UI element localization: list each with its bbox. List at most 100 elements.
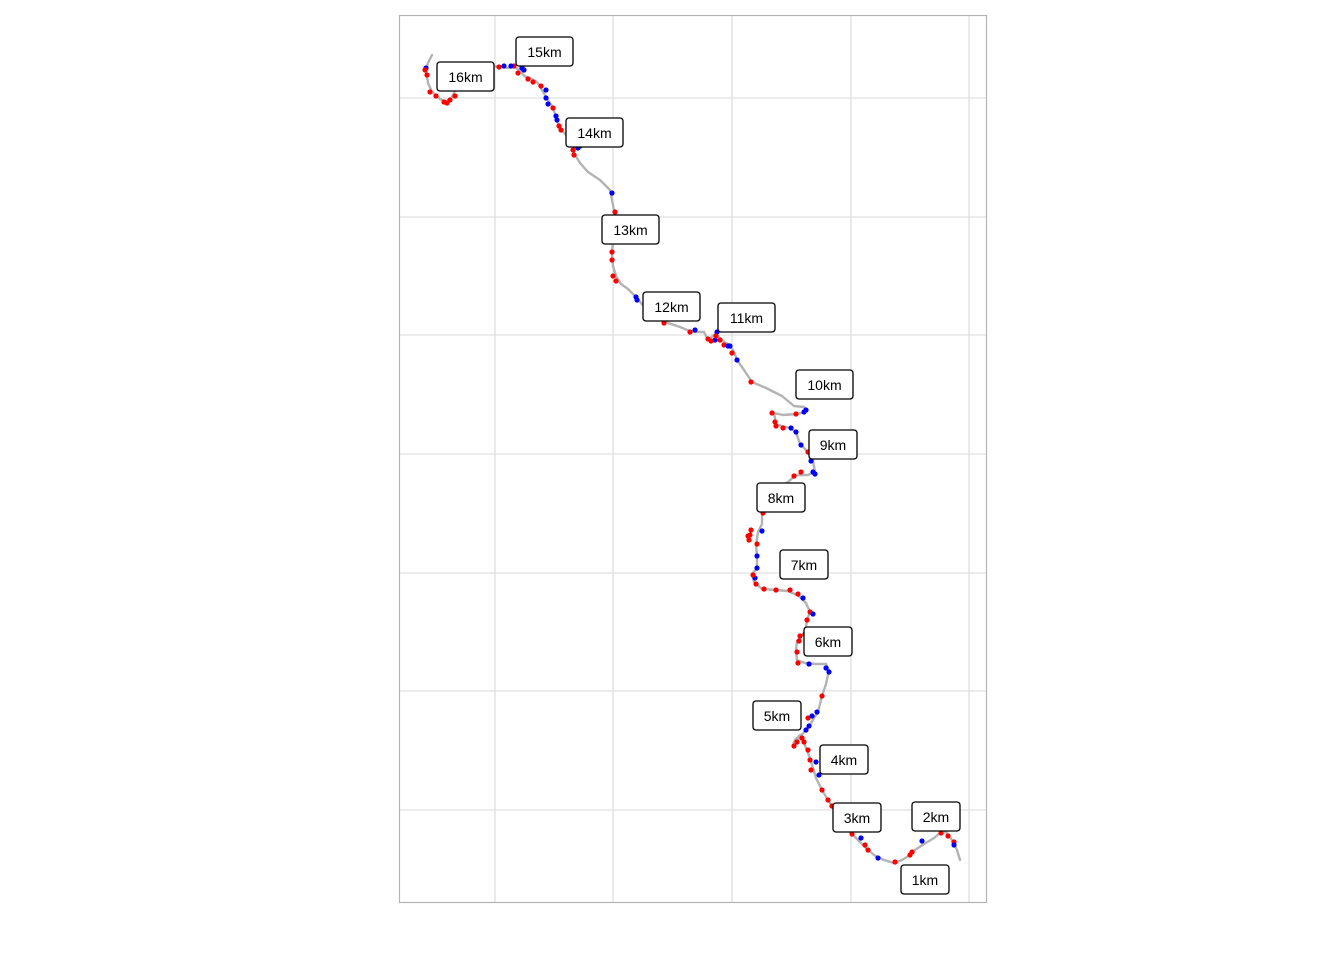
slow-pace-point (661, 320, 667, 326)
fast-pace-point (823, 665, 829, 671)
slow-pace-point (907, 852, 913, 858)
slow-pace-point (754, 541, 760, 547)
fast-pace-point (543, 95, 549, 101)
fast-pace-point (826, 669, 832, 675)
slow-pace-point (433, 93, 439, 99)
km-marker-15-text: 15km (527, 44, 561, 60)
slow-pace-point (796, 638, 802, 644)
slow-pace-point (570, 147, 576, 153)
fast-pace-point (725, 343, 731, 349)
slow-pace-point (805, 715, 811, 721)
fast-pace-point (814, 709, 820, 715)
slow-pace-point (795, 591, 801, 597)
fast-pace-point (712, 337, 718, 343)
km-marker-9-text: 9km (820, 437, 846, 453)
fast-pace-point (809, 713, 815, 719)
fast-pace-point (543, 87, 549, 93)
km-marker-16: 16km (436, 61, 495, 92)
fast-pace-point (754, 553, 760, 559)
slow-pace-point (556, 123, 562, 129)
slow-pace-point (791, 473, 797, 479)
km-marker-14-text: 14km (577, 125, 611, 141)
slow-pace-point (613, 278, 619, 284)
slow-pace-point (713, 333, 719, 339)
km-marker-7-text: 7km (791, 557, 817, 573)
fast-pace-point (554, 117, 560, 123)
km-marker-4-text: 4km (831, 752, 857, 768)
slow-pace-point (729, 350, 735, 356)
slow-pace-point (515, 70, 521, 76)
slow-pace-point (945, 833, 951, 839)
fast-pace-point (806, 661, 812, 667)
slow-pace-point (795, 660, 801, 666)
slow-pace-point (496, 64, 502, 70)
slow-pace-point (609, 257, 615, 263)
km-marker-1: 1km (900, 864, 950, 895)
slow-pace-point (609, 249, 615, 255)
slow-pace-point (819, 787, 825, 793)
slow-pace-point (687, 329, 693, 335)
fast-pace-point (519, 65, 525, 71)
slow-pace-point (746, 537, 752, 543)
slow-pace-point (745, 533, 751, 539)
km-marker-8-text: 8km (768, 490, 794, 506)
slow-pace-point (797, 633, 803, 639)
slow-pace-point (801, 739, 807, 745)
km-marker-6-text: 6km (815, 634, 841, 650)
fast-pace-point (545, 101, 551, 107)
slow-pace-point (748, 379, 754, 385)
km-marker-11: 11km (717, 302, 776, 333)
map-panel-border (398, 14, 988, 904)
km-marker-10-text: 10km (807, 377, 841, 393)
slow-pace-point (865, 847, 871, 853)
fast-pace-point (810, 469, 816, 475)
slow-pace-point (787, 587, 793, 593)
slow-pace-point (794, 739, 800, 745)
fast-pace-point (692, 327, 698, 333)
km-marker-8: 8km (756, 482, 806, 513)
slow-pace-point (862, 842, 868, 848)
slow-pace-point (892, 859, 898, 865)
km-marker-13-text: 13km (613, 222, 647, 238)
slow-pace-point (748, 527, 754, 533)
slow-pace-point (799, 735, 805, 741)
km-marker-1-text: 1km (912, 872, 938, 888)
slow-pace-point (825, 797, 831, 803)
slow-pace-point (773, 587, 779, 593)
km-marker-14: 14km (565, 117, 624, 148)
slow-pace-point (558, 127, 564, 133)
km-marker-5: 5km (752, 700, 802, 731)
slow-pace-point (721, 342, 727, 348)
slow-pace-point (530, 79, 536, 85)
fast-pace-point (806, 723, 812, 729)
fast-pace-point (800, 595, 806, 601)
km-marker-12: 12km (642, 291, 701, 322)
km-marker-3-text: 3km (844, 810, 870, 826)
km-marker-7: 7km (779, 549, 829, 580)
slow-pace-point (761, 586, 767, 592)
slow-pace-point (427, 89, 433, 95)
fast-pace-point (793, 429, 799, 435)
km-marker-12-text: 12km (654, 299, 688, 315)
slow-pace-point (798, 469, 804, 475)
route-track-line (424, 53, 962, 865)
fast-pace-point (858, 835, 864, 841)
slow-pace-point (441, 99, 447, 105)
slow-pace-point (804, 617, 810, 623)
slow-pace-point (849, 831, 855, 837)
km-marker-10: 10km (795, 369, 854, 400)
slow-pace-point (772, 419, 778, 425)
fast-pace-point (875, 855, 881, 861)
slow-pace-point (753, 581, 759, 587)
fast-pace-point (508, 63, 514, 69)
fast-pace-point (759, 528, 765, 534)
km-marker-3: 3km (832, 802, 882, 833)
slow-pace-point (794, 649, 800, 655)
fast-pace-point (813, 759, 819, 765)
slow-pace-point (571, 152, 577, 158)
slow-pace-point (805, 747, 811, 753)
slow-pace-point (422, 67, 428, 73)
map-grid (400, 16, 986, 902)
fast-pace-point (633, 294, 639, 300)
